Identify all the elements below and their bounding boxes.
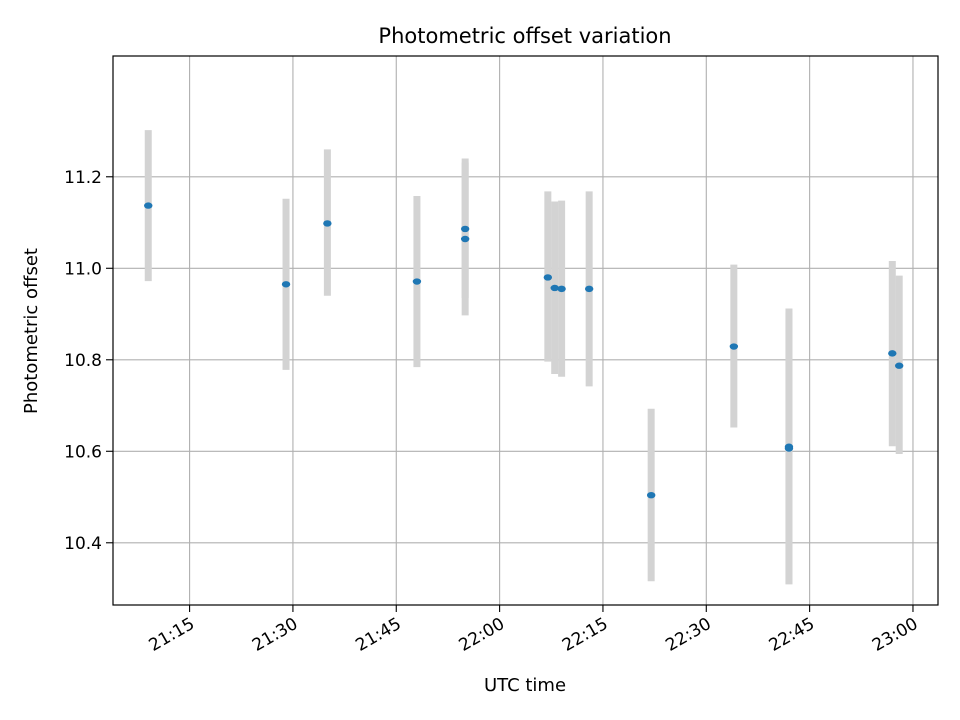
grid-lines (113, 56, 938, 605)
data-points (144, 202, 904, 499)
y-tick-label: 10.4 (64, 534, 102, 554)
y-axis-label: Photometric offset (21, 248, 42, 414)
data-point (646, 492, 656, 499)
y-tick-label: 10.8 (64, 351, 102, 371)
data-point (557, 285, 566, 293)
data-point (460, 235, 470, 243)
data-point (729, 343, 739, 350)
chart-title: Photometric offset variation (378, 24, 671, 48)
data-point (460, 225, 470, 233)
data-point (543, 274, 553, 281)
data-point (894, 362, 904, 369)
y-axis-ticks: 10.4 10.6 10.8 11.0 11.2 (64, 168, 113, 554)
data-point (584, 285, 594, 293)
y-tick-label: 11.2 (64, 168, 102, 188)
data-point (281, 281, 291, 288)
data-point (323, 220, 332, 227)
data-point (412, 278, 422, 285)
plot-frame (112, 55, 939, 606)
data-point (888, 350, 897, 357)
data-point (784, 445, 794, 452)
data-point (550, 284, 559, 292)
data-point (144, 202, 153, 209)
y-tick-label: 10.6 (64, 442, 102, 462)
x-axis-label: UTC time (484, 675, 566, 696)
y-tick-label: 11.0 (64, 259, 102, 279)
